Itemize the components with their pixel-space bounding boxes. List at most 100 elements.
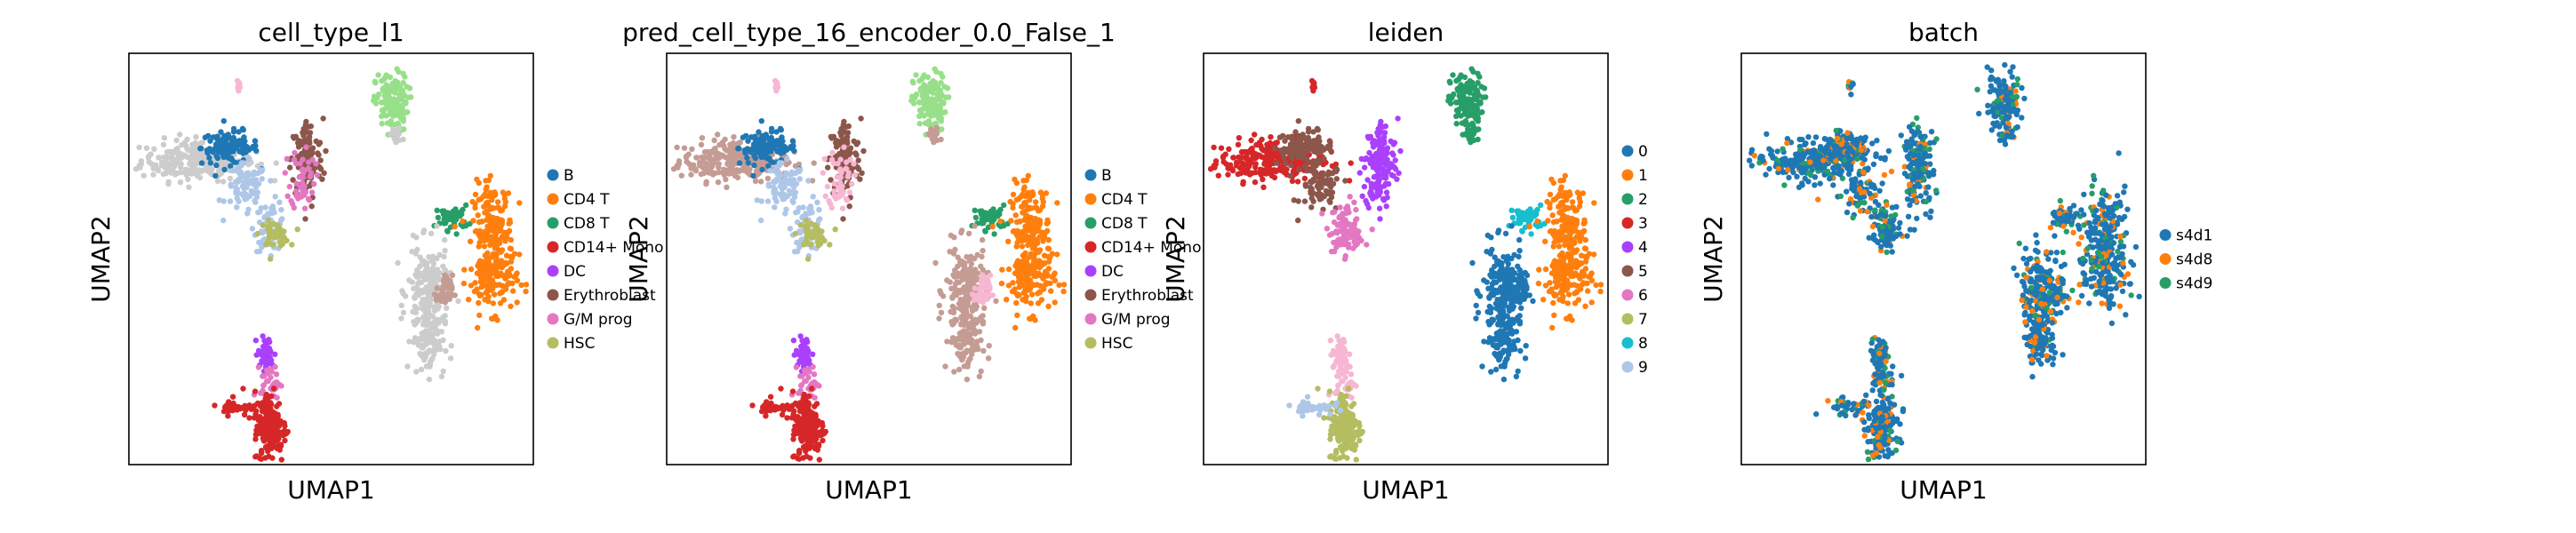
data-point bbox=[240, 149, 247, 156]
data-point bbox=[799, 434, 805, 442]
data-point bbox=[985, 277, 991, 284]
data-point bbox=[1569, 199, 1576, 205]
data-point bbox=[816, 457, 822, 463]
data-point bbox=[269, 455, 276, 461]
data-point bbox=[719, 139, 726, 146]
data-point bbox=[396, 137, 403, 144]
data-point bbox=[490, 253, 496, 260]
data-point bbox=[775, 405, 781, 412]
data-point bbox=[212, 172, 219, 179]
data-point bbox=[1225, 171, 1231, 178]
data-point bbox=[954, 279, 960, 285]
data-point bbox=[1324, 226, 1331, 232]
data-point bbox=[772, 163, 780, 171]
data-point bbox=[245, 170, 252, 176]
data-point bbox=[146, 159, 152, 165]
data-point bbox=[484, 184, 490, 190]
data-point bbox=[305, 165, 311, 172]
data-point bbox=[936, 315, 942, 322]
data-point bbox=[1542, 266, 1549, 273]
data-point bbox=[714, 155, 720, 162]
data-point bbox=[976, 329, 983, 335]
data-point bbox=[949, 294, 956, 300]
data-point bbox=[415, 317, 422, 323]
data-point bbox=[1320, 170, 1326, 176]
data-point bbox=[254, 423, 260, 429]
data-point bbox=[1528, 231, 1534, 237]
data-point bbox=[262, 356, 268, 362]
data-point bbox=[476, 312, 483, 319]
data-point bbox=[176, 155, 182, 162]
data-point bbox=[428, 332, 435, 338]
data-point bbox=[1300, 147, 1306, 153]
data-point bbox=[948, 232, 955, 239]
data-point bbox=[404, 109, 411, 115]
data-point bbox=[971, 343, 978, 350]
data-point bbox=[177, 179, 184, 186]
data-point bbox=[1024, 223, 1031, 229]
data-point bbox=[989, 223, 996, 230]
data-point bbox=[195, 167, 202, 173]
legend-label-cd8-t: CD8 T bbox=[564, 215, 610, 233]
data-point bbox=[234, 179, 240, 186]
data-point bbox=[419, 344, 425, 351]
data-point bbox=[477, 258, 484, 264]
legend-label-cd8-t: CD8 T bbox=[1101, 215, 1148, 233]
data-point bbox=[1392, 157, 1398, 163]
data-point bbox=[721, 171, 727, 178]
data-point bbox=[286, 183, 293, 190]
data-point bbox=[308, 189, 316, 195]
data-point bbox=[267, 338, 273, 346]
data-point bbox=[715, 131, 721, 138]
data-point bbox=[475, 324, 481, 331]
data-point bbox=[1318, 194, 1324, 200]
data-point bbox=[1327, 199, 1333, 205]
data-point bbox=[996, 209, 1002, 215]
legend-marker-g-m-prog bbox=[547, 313, 559, 325]
data-point bbox=[1310, 129, 1316, 135]
data-point bbox=[1060, 288, 1067, 295]
point-cluster-9 bbox=[371, 66, 414, 138]
data-point bbox=[213, 162, 220, 169]
data-point bbox=[938, 80, 944, 86]
data-point bbox=[307, 130, 314, 136]
data-point bbox=[778, 386, 784, 392]
data-point bbox=[420, 314, 427, 321]
data-point bbox=[1019, 231, 1025, 237]
data-point bbox=[742, 149, 748, 156]
data-point bbox=[1366, 149, 1372, 156]
data-point bbox=[435, 214, 442, 221]
data-point bbox=[1311, 171, 1318, 177]
data-point bbox=[800, 419, 807, 426]
data-point bbox=[1348, 233, 1355, 239]
data-point bbox=[485, 213, 492, 219]
data-point bbox=[1295, 198, 1301, 204]
data-point bbox=[268, 437, 274, 443]
data-point bbox=[494, 317, 500, 323]
data-point bbox=[908, 98, 915, 104]
data-point bbox=[178, 161, 184, 167]
data-point bbox=[395, 131, 401, 138]
data-point bbox=[1374, 166, 1380, 172]
data-point bbox=[1263, 148, 1269, 155]
data-point bbox=[492, 259, 500, 265]
data-point bbox=[418, 366, 425, 373]
data-point bbox=[160, 141, 167, 147]
data-point bbox=[972, 223, 978, 229]
data-point bbox=[237, 141, 244, 147]
data-point bbox=[428, 339, 436, 346]
data-point bbox=[491, 228, 497, 235]
data-point bbox=[150, 171, 156, 178]
data-point bbox=[951, 305, 958, 312]
data-point bbox=[1308, 195, 1316, 202]
data-point bbox=[1558, 254, 1564, 260]
data-point bbox=[307, 140, 313, 147]
data-point bbox=[964, 347, 970, 354]
data-point bbox=[494, 199, 501, 205]
point-cluster-8 bbox=[234, 77, 243, 94]
point-cluster-19 bbox=[240, 386, 291, 463]
data-point bbox=[1368, 188, 1374, 195]
data-point bbox=[916, 121, 923, 127]
data-point bbox=[953, 287, 959, 293]
